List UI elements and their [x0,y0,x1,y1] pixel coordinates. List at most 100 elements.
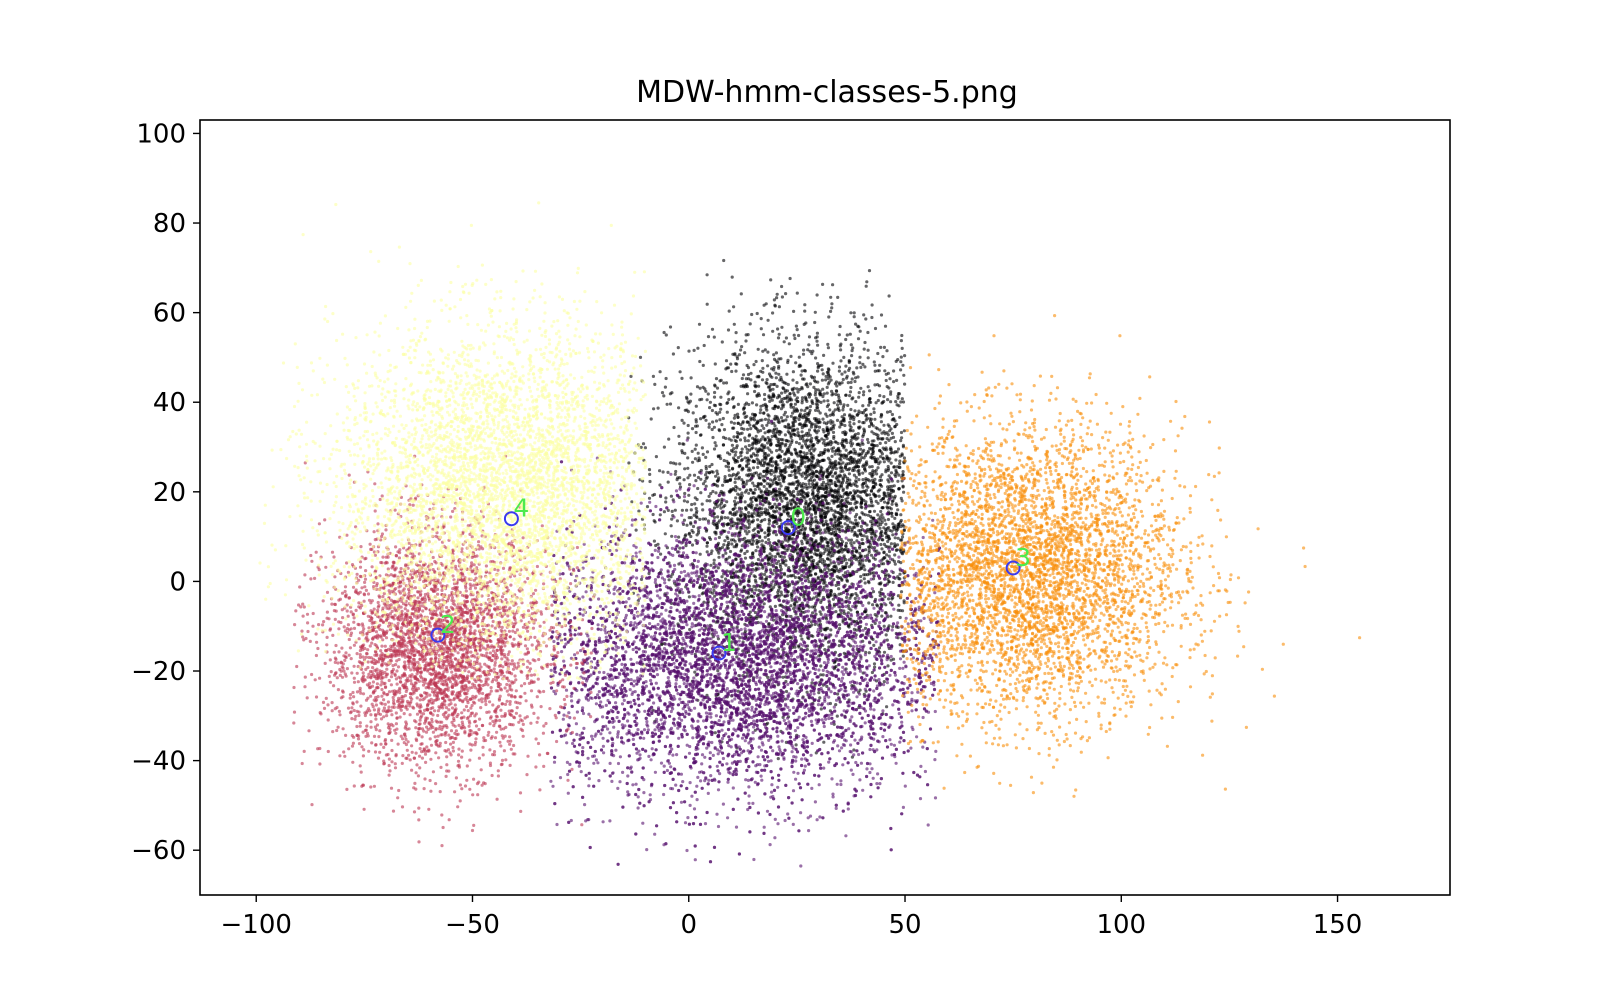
data-point [765,409,768,412]
data-point [763,446,766,449]
data-point [764,511,767,514]
data-point [888,506,891,509]
data-point [836,448,839,451]
data-point [882,506,885,509]
data-point [823,471,826,474]
data-point [766,470,769,473]
data-point [901,609,904,612]
data-point [826,545,829,548]
data-point [754,381,757,384]
data-point [889,427,892,430]
data-point [787,491,790,494]
data-point [837,489,840,492]
data-point [777,336,780,339]
data-point [870,456,873,459]
data-point [816,293,819,296]
data-point [885,505,888,508]
data-point [745,482,748,485]
data-point [790,403,793,406]
data-point [891,533,894,536]
data-point [664,386,667,389]
data-point [801,430,804,433]
data-point [853,460,856,463]
data-point [808,485,811,488]
data-point [690,503,693,506]
data-point [689,400,692,403]
data-point [764,508,767,511]
data-point [771,588,774,591]
data-point [783,340,786,343]
data-point [728,490,731,493]
data-point [785,497,788,500]
data-point [873,411,876,414]
data-point [672,426,675,429]
data-point [790,452,793,455]
data-point [706,273,709,276]
data-point [806,452,809,455]
data-point [745,489,748,492]
data-point [816,554,819,557]
data-point [651,494,654,497]
data-point [817,418,820,421]
data-point [781,442,784,445]
data-point [683,467,686,470]
data-point [889,400,892,403]
data-point [731,444,734,447]
data-point [815,505,818,508]
data-point [870,316,873,319]
data-point [748,434,751,437]
data-point [884,494,887,497]
data-point [825,485,828,488]
data-point [713,523,716,526]
data-point [858,420,861,423]
data-point [835,584,838,587]
data-point [892,658,895,661]
data-point [764,418,767,421]
data-point [878,394,881,397]
data-point [895,512,898,515]
data-point [796,485,799,488]
data-point [871,603,874,606]
data-point [893,517,896,520]
data-point [734,496,737,499]
data-point [785,690,788,693]
data-point [803,425,806,428]
data-point [771,330,774,333]
data-point [715,419,718,422]
data-point [860,411,863,414]
data-point [826,392,829,395]
data-point [821,388,824,391]
data-point [895,423,898,426]
data-point [880,513,883,516]
data-point [854,376,857,379]
data-point [812,443,815,446]
data-point [767,436,770,439]
data-point [848,394,851,397]
data-point [885,633,888,636]
data-point [827,382,830,385]
data-point [725,465,728,468]
data-point [827,315,830,318]
data-point [856,325,859,328]
data-point [864,317,867,320]
data-point [753,390,756,393]
data-point [759,462,762,465]
data-point [798,356,801,359]
data-point [903,383,906,386]
data-point [739,454,742,457]
data-point [817,691,820,694]
data-point [845,505,848,508]
data-point [834,440,837,443]
data-point [713,396,716,399]
data-point [858,361,861,364]
data-point [737,416,740,419]
data-point [734,340,737,343]
data-point [880,414,883,417]
data-point [769,438,772,441]
data-point [750,313,753,316]
data-point [891,432,894,435]
data-point [880,432,883,435]
data-point [859,491,862,494]
data-point [808,335,811,338]
data-point [720,516,723,519]
